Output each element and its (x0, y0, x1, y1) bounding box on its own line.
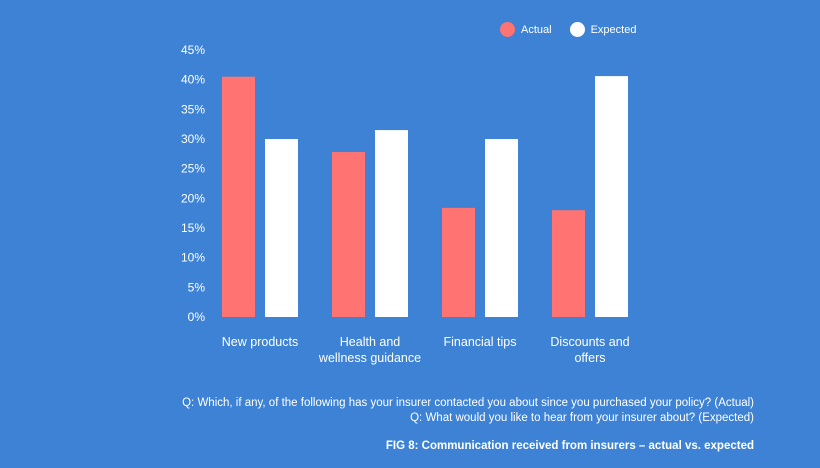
bar-expected-3 (595, 76, 628, 318)
y-tick-label: 45% (181, 43, 205, 57)
x-category-label: offers (574, 351, 605, 365)
legend-swatch-expected (569, 22, 585, 37)
legend-swatch-actual (500, 22, 515, 37)
y-tick-label: 0% (188, 310, 206, 324)
bar-actual-0 (222, 76, 255, 317)
legend-item-actual: Actual (500, 22, 552, 37)
x-category-label: Health and (340, 335, 401, 349)
y-tick-label: 40% (181, 73, 205, 87)
survey-questions: Q: Which, if any, of the following has y… (182, 396, 754, 426)
y-tick-label: 25% (181, 162, 205, 176)
x-category-label: Discounts and (550, 335, 629, 349)
bar-expected-2 (485, 139, 518, 317)
bar-expected-0 (265, 139, 298, 317)
bar-actual-2 (442, 207, 475, 317)
legend-label-actual: Actual (521, 23, 552, 36)
x-category-label: wellness guidance (318, 351, 421, 365)
question-actual: Q: Which, if any, of the following has y… (182, 397, 754, 409)
chart-legend: Actual Expected (500, 22, 636, 37)
legend-label-expected: Expected (590, 23, 637, 36)
y-tick-label: 35% (181, 102, 205, 116)
bar-actual-1 (332, 152, 365, 317)
legend-item-expected: Expected (569, 22, 637, 37)
y-tick-label: 5% (188, 280, 206, 294)
y-tick-label: 15% (181, 221, 205, 235)
y-tick-label: 10% (181, 251, 205, 265)
y-tick-label: 20% (181, 191, 205, 205)
question-expected: Q: What would you like to hear from your… (410, 412, 754, 424)
x-category-label: Financial tips (444, 335, 517, 349)
figure-caption: FIG 8: Communication received from insur… (385, 440, 754, 452)
bar-actual-3 (552, 210, 585, 317)
y-tick-label: 30% (181, 132, 205, 146)
bar-expected-1 (375, 130, 408, 317)
x-category-label: New products (222, 335, 298, 349)
